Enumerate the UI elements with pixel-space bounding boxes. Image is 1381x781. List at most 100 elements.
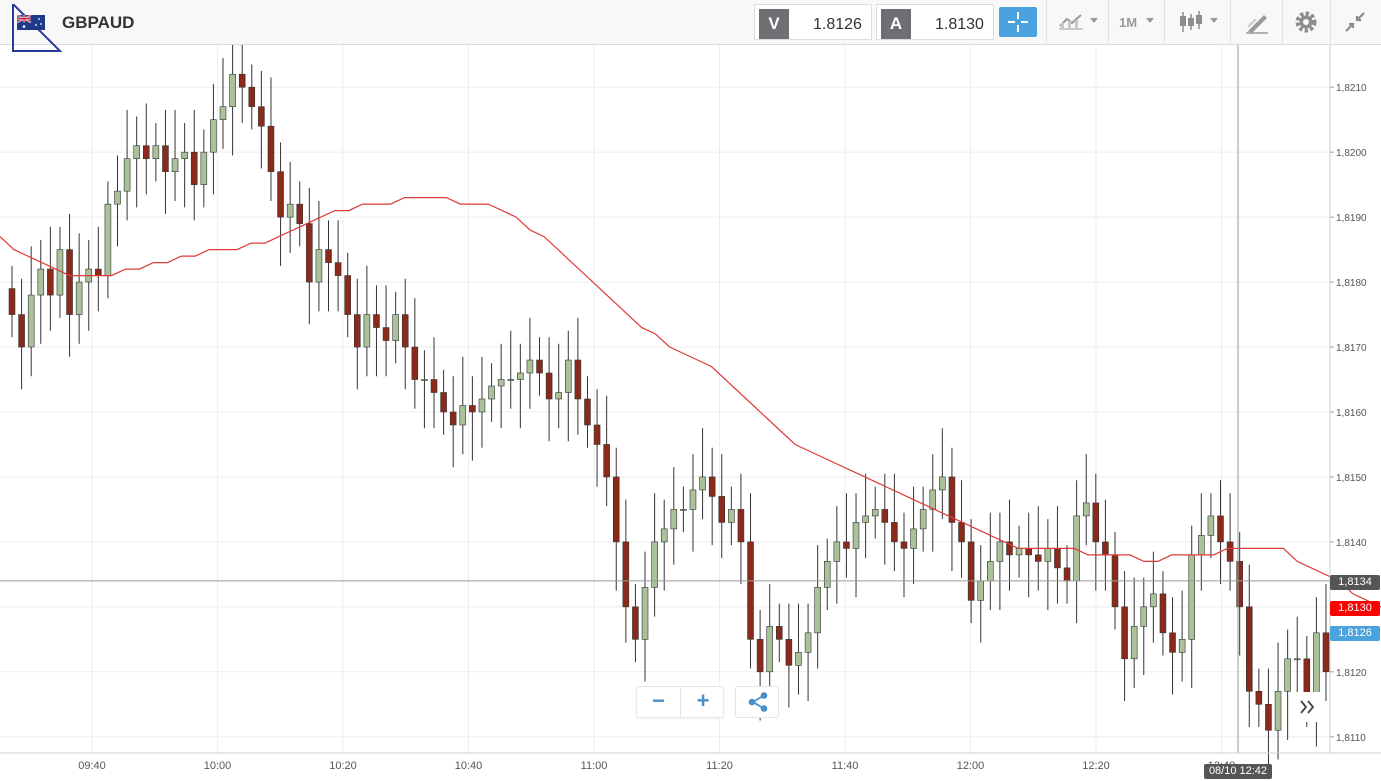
candle <box>143 103 150 195</box>
candle <box>1245 564 1253 728</box>
candle <box>373 285 380 377</box>
candle <box>593 389 601 487</box>
candle <box>363 265 371 377</box>
candle <box>670 467 678 565</box>
bid-price-tag: 1,8126 <box>1330 626 1380 641</box>
chart-toolbar: GBPAUD V 1.8126 A 1.8130 1M <box>0 0 1381 52</box>
zoom-in-button[interactable]: + <box>696 688 710 713</box>
candle <box>1274 642 1282 760</box>
candle <box>123 109 131 221</box>
candle <box>238 32 246 123</box>
candle <box>728 486 735 546</box>
candle <box>689 454 697 552</box>
price-chart[interactable]: 09:40 10:00 10:20 10:40 11:00 11:20 11:40 12:00… <box>0 32 1381 781</box>
zoom-controls: − + <box>636 686 724 718</box>
y-tick-label: 1,8190 <box>1336 213 1367 224</box>
candle <box>948 447 956 572</box>
candle-style-button[interactable] <box>1172 7 1224 37</box>
x-tick-label: 12:20 <box>1082 760 1110 772</box>
candle <box>382 285 390 377</box>
candle <box>1044 519 1052 611</box>
candle <box>306 187 313 325</box>
crosshair-button[interactable] <box>999 7 1037 37</box>
candle <box>459 356 467 455</box>
ask-price-box[interactable]: A 1.8130 <box>876 4 994 40</box>
moving-average-line <box>0 197 1381 608</box>
double-chevron-right-icon <box>1300 700 1315 714</box>
ask-price-tag: 1,8130 <box>1330 601 1380 616</box>
line-chart-icon <box>1059 14 1083 30</box>
candle <box>421 350 428 429</box>
chevron-down-icon <box>1210 18 1218 23</box>
chevron-down-icon <box>1090 18 1098 23</box>
candle <box>1140 577 1148 676</box>
candle <box>286 161 294 253</box>
share-button[interactable] <box>735 686 779 718</box>
toolbar-separator <box>1046 0 1047 45</box>
candle <box>1236 532 1243 656</box>
candle <box>929 454 937 552</box>
settings-button[interactable] <box>1290 7 1322 37</box>
bid-price-box[interactable]: V 1.8126 <box>754 4 872 40</box>
candle <box>18 278 25 390</box>
x-tick-label: 10:40 <box>455 760 483 772</box>
candle <box>545 337 553 442</box>
candle <box>133 116 140 208</box>
candle <box>1255 668 1263 728</box>
candle <box>776 603 783 663</box>
candle <box>277 142 284 266</box>
candle <box>181 122 188 208</box>
chart-type-button[interactable] <box>1054 7 1102 37</box>
candle <box>229 45 236 156</box>
drawing-tools-button[interactable] <box>1238 7 1274 37</box>
collapse-icon <box>1345 12 1365 32</box>
candle <box>267 77 275 201</box>
toolbar-separator <box>1330 0 1331 45</box>
timeframe-button[interactable]: 1M <box>1114 7 1160 37</box>
candle <box>401 278 409 390</box>
candle <box>1178 590 1186 682</box>
scroll-to-latest-button[interactable] <box>1292 692 1322 722</box>
candle <box>219 57 227 149</box>
candle <box>977 545 984 643</box>
candle <box>1284 629 1291 741</box>
candle <box>354 278 361 390</box>
x-tick-label: 10:20 <box>329 760 357 772</box>
ask-label: A <box>881 9 911 39</box>
candle <box>1322 584 1330 702</box>
candle <box>507 330 515 409</box>
candle <box>1082 454 1090 546</box>
candle <box>823 538 831 611</box>
candle <box>411 298 419 409</box>
candle <box>708 447 716 546</box>
y-tick-label: 1,8180 <box>1336 278 1367 289</box>
candle <box>632 584 639 663</box>
candle <box>718 454 726 559</box>
candle <box>1121 571 1128 702</box>
chart-canvas[interactable]: 09:40 10:00 10:20 10:40 11:00 11:20 11:40 12:00… <box>0 32 1381 781</box>
candlestick-icon <box>1180 11 1202 32</box>
zoom-out-button[interactable]: − <box>637 687 681 717</box>
candle <box>814 545 821 669</box>
candle <box>104 181 112 299</box>
candle <box>651 493 658 617</box>
candle <box>8 265 16 338</box>
x-tick-label: 09:40 <box>78 760 106 772</box>
candle <box>440 369 447 435</box>
candle <box>795 603 802 695</box>
candle <box>871 486 879 539</box>
share-icon <box>748 692 768 712</box>
ask-value: 1.8130 <box>935 16 984 33</box>
candle <box>891 473 898 572</box>
collapse-button[interactable] <box>1340 7 1372 37</box>
candle <box>565 330 572 442</box>
candle <box>469 376 476 461</box>
x-tick-label: 11:20 <box>706 760 733 772</box>
candle <box>200 129 208 208</box>
candle <box>1265 668 1272 773</box>
candle <box>497 343 505 429</box>
crosshair-time-tag: 08/10 12:42 <box>1204 764 1272 779</box>
candle <box>1015 525 1023 578</box>
candle <box>190 109 198 221</box>
candle <box>660 499 668 591</box>
